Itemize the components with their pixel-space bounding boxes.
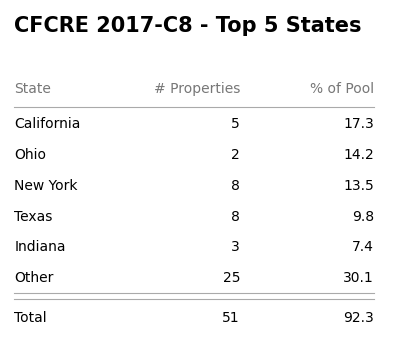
Text: % of Pool: % of Pool xyxy=(310,82,374,96)
Text: 13.5: 13.5 xyxy=(343,179,374,193)
Text: Ohio: Ohio xyxy=(14,148,46,162)
Text: 14.2: 14.2 xyxy=(343,148,374,162)
Text: 92.3: 92.3 xyxy=(343,311,374,325)
Text: 51: 51 xyxy=(223,311,240,325)
Text: Total: Total xyxy=(14,311,47,325)
Text: 5: 5 xyxy=(231,117,240,131)
Text: 25: 25 xyxy=(223,271,240,285)
Text: Other: Other xyxy=(14,271,54,285)
Text: 8: 8 xyxy=(231,210,240,223)
Text: 9.8: 9.8 xyxy=(352,210,374,223)
Text: 3: 3 xyxy=(231,240,240,254)
Text: Texas: Texas xyxy=(14,210,52,223)
Text: Indiana: Indiana xyxy=(14,240,66,254)
Text: CFCRE 2017-C8 - Top 5 States: CFCRE 2017-C8 - Top 5 States xyxy=(14,16,362,36)
Text: 30.1: 30.1 xyxy=(343,271,374,285)
Text: # Properties: # Properties xyxy=(154,82,240,96)
Text: 17.3: 17.3 xyxy=(343,117,374,131)
Text: New York: New York xyxy=(14,179,78,193)
Text: State: State xyxy=(14,82,51,96)
Text: 7.4: 7.4 xyxy=(352,240,374,254)
Text: 2: 2 xyxy=(231,148,240,162)
Text: California: California xyxy=(14,117,81,131)
Text: 8: 8 xyxy=(231,179,240,193)
